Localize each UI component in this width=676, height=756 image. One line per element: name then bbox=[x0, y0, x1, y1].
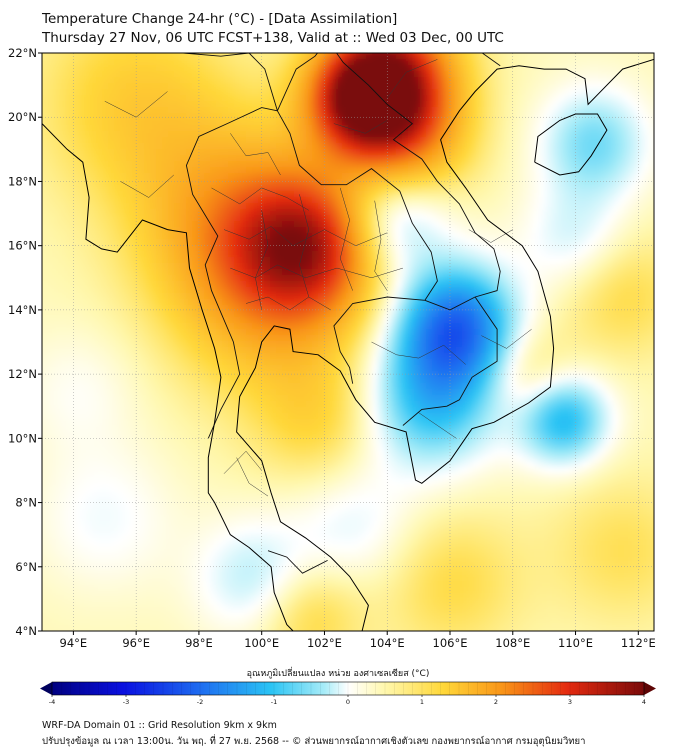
coastlines bbox=[42, 58, 654, 631]
province-borders bbox=[104, 59, 532, 497]
myanmar-thailand bbox=[185, 107, 278, 439]
thailand-cambodia bbox=[333, 296, 425, 384]
lon-label: 98°E bbox=[185, 636, 213, 650]
copyright-note: ปรับปรุงข้อมูล ณ เวลา 13:00น. วัน พฤ. ที… bbox=[42, 736, 586, 747]
lat-label: 16°N bbox=[8, 239, 37, 253]
lon-label: 102°E bbox=[307, 636, 342, 650]
lat-label: 18°N bbox=[8, 174, 37, 188]
lat-label: 8°N bbox=[15, 496, 37, 510]
prov-13 bbox=[333, 120, 388, 134]
colorbar-fill bbox=[52, 682, 644, 695]
lon-label: 100°E bbox=[244, 636, 279, 650]
laos-vietnam bbox=[336, 53, 501, 298]
latitude-tick-labels: 22°N 20°N 18°N 16°N 14°N 12°N 10°N 8°N 6°N 4°N bbox=[8, 46, 42, 638]
prov-10 bbox=[236, 457, 269, 497]
prov-16 bbox=[418, 412, 457, 439]
prov-19 bbox=[104, 91, 168, 118]
myanmar-china bbox=[183, 53, 278, 111]
temperature-field bbox=[42, 53, 654, 631]
model-info: WRF-DA Domain 01 :: Grid Resolution 9km … bbox=[42, 720, 277, 731]
chart-subtitle: Thursday 27 Nov, 06 UTC FCST+138, Valid … bbox=[42, 30, 504, 46]
prov-1 bbox=[230, 133, 281, 176]
lon-label: 112°E bbox=[621, 636, 656, 650]
colorbar-max-arrow bbox=[644, 682, 656, 695]
colorbar-tick-label: 2 bbox=[494, 698, 498, 706]
colorbar-label: อุณหภูมิเปลี่ยนแปลง หน่วย องศาเซลเซียส (… bbox=[246, 669, 430, 679]
colorbar-tick-label: 1 bbox=[420, 698, 424, 706]
prov-8 bbox=[339, 187, 353, 291]
thailand-laos bbox=[277, 110, 438, 301]
lon-label: 94°E bbox=[60, 636, 88, 650]
hainan bbox=[534, 113, 608, 176]
lat-label: 20°N bbox=[8, 110, 37, 124]
lat-label: 6°N bbox=[15, 560, 37, 574]
colorbar-tick-label: -2 bbox=[197, 698, 203, 706]
prov-15 bbox=[371, 341, 419, 359]
gulf-coast bbox=[236, 58, 654, 631]
lon-label: 96°E bbox=[122, 636, 150, 650]
laos-myanmar-china bbox=[276, 53, 319, 111]
colorbar-min-arrow bbox=[40, 682, 52, 695]
colorbar-tick-label: 0 bbox=[346, 698, 350, 706]
colorbar-tick-label: 3 bbox=[568, 698, 572, 706]
lat-label: 22°N bbox=[8, 46, 37, 60]
prov-6 bbox=[255, 210, 269, 310]
prov-17 bbox=[481, 329, 532, 349]
prov-20 bbox=[120, 174, 174, 198]
temperature-change-map: 22°N 20°N 18°N 16°N 14°N 12°N 10°N 8°N 6°N 4°N 94… bbox=[8, 46, 656, 706]
longitude-tick-labels: 94°E 96°E 98°E 100°E 102°E 104°E 106°E 108°E 110… bbox=[60, 631, 656, 650]
mainland-coast bbox=[42, 123, 294, 631]
colorbar: -4 -3 -2 -1 0 1 2 3 4 bbox=[40, 681, 656, 706]
colorbar-tick-label: 4 bbox=[642, 698, 646, 706]
colorbar-ticks: -4 -3 -2 -1 0 1 2 3 4 bbox=[49, 695, 646, 706]
field-cells bbox=[42, 53, 654, 631]
prov-14 bbox=[418, 344, 466, 365]
lon-label: 110°E bbox=[558, 636, 593, 650]
prov-11 bbox=[223, 450, 262, 474]
lon-label: 106°E bbox=[433, 636, 468, 650]
lon-label: 104°E bbox=[370, 636, 405, 650]
cambodia-vietnam bbox=[402, 296, 498, 426]
prov-9 bbox=[374, 200, 388, 291]
laos-cambodia bbox=[424, 296, 476, 311]
colorbar-divisions bbox=[61, 682, 635, 695]
prov-3 bbox=[223, 226, 388, 246]
lat-lon-grid bbox=[42, 53, 654, 631]
prov-7 bbox=[299, 194, 310, 298]
colorbar-tick-label: -4 bbox=[49, 698, 55, 706]
chart-title: Temperature Change 24-hr (°C) - [Data As… bbox=[42, 11, 398, 27]
colorbar-tick-label: -3 bbox=[123, 698, 129, 706]
prov-12 bbox=[386, 59, 438, 99]
map-frame bbox=[41, 52, 655, 632]
country-borders bbox=[183, 53, 501, 574]
lat-label: 4°N bbox=[15, 624, 37, 638]
lat-label: 10°N bbox=[8, 431, 37, 445]
lon-label: 108°E bbox=[495, 636, 530, 650]
lat-label: 14°N bbox=[8, 303, 37, 317]
colorbar-tick-label: -1 bbox=[271, 698, 277, 706]
prov-2 bbox=[211, 187, 309, 211]
prov-5 bbox=[245, 296, 331, 311]
malaysia-thailand bbox=[267, 550, 328, 574]
lat-label: 12°N bbox=[8, 367, 37, 381]
